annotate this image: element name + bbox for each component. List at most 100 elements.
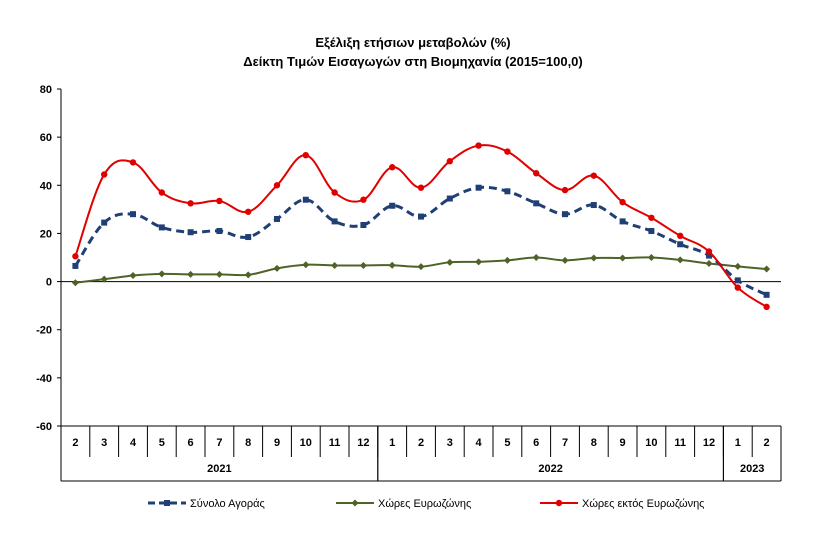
- data-point-eurozone: [417, 263, 425, 271]
- data-point-eurozone: [503, 256, 511, 264]
- series-eurozone: [71, 254, 771, 287]
- data-point-non-eurozone: [763, 303, 770, 311]
- data-point-non-eurozone: [734, 284, 741, 291]
- data-point-eurozone: [158, 270, 166, 278]
- data-point-total: [619, 218, 626, 225]
- data-point-total: [504, 188, 511, 195]
- y-tick-label: -60: [36, 421, 52, 433]
- x-tick-label: 6: [188, 437, 194, 449]
- data-point-non-eurozone: [158, 189, 165, 196]
- data-point-total: [706, 252, 712, 259]
- data-point-eurozone: [215, 270, 223, 278]
- data-point-total: [72, 262, 79, 269]
- plot-area: [71, 142, 771, 311]
- data-point-non-eurozone: [561, 186, 569, 194]
- data-point-total: [763, 291, 770, 298]
- x-tick-label: 7: [216, 437, 222, 449]
- x-tick-label: 12: [703, 437, 715, 449]
- data-point-non-eurozone: [187, 200, 194, 207]
- data-point-eurozone: [676, 256, 684, 264]
- data-point-total: [734, 277, 741, 284]
- data-point-non-eurozone: [101, 171, 108, 178]
- data-point-total: [475, 184, 482, 191]
- chart-subtitle: Δείκτη Τιμών Εισαγωγών στη Βιομηχανία (2…: [243, 54, 583, 69]
- data-point-non-eurozone: [619, 198, 626, 206]
- data-point-non-eurozone: [504, 148, 511, 155]
- legend-label-total: Σύνολο Αγοράς: [190, 498, 265, 510]
- data-point-total: [533, 200, 540, 207]
- x-tick-label: 2: [72, 437, 78, 449]
- data-point-non-eurozone: [302, 151, 309, 159]
- legend-marker-non-eurozone: [555, 499, 563, 507]
- legend-label-non-eurozone: Χώρες εκτός Ευρωζώνης: [582, 498, 705, 510]
- x-tick-label: 5: [504, 437, 510, 449]
- data-point-total: [562, 211, 568, 218]
- data-point-eurozone: [475, 258, 483, 266]
- x-tick-label: 1: [389, 437, 395, 449]
- x-tick-label: 11: [329, 437, 341, 449]
- data-point-total: [158, 224, 165, 231]
- legend-item-non-eurozone: Χώρες εκτός Ευρωζώνης: [540, 498, 705, 510]
- legend-item-eurozone: Χώρες Ευρωζώνης: [336, 498, 471, 510]
- data-point-non-eurozone: [417, 184, 425, 191]
- y-tick-label: -40: [36, 373, 52, 385]
- data-point-non-eurozone: [590, 172, 597, 179]
- data-point-total: [446, 195, 453, 202]
- x-tick-label: 7: [562, 437, 568, 449]
- legend-label-eurozone: Χώρες Ευρωζώνης: [378, 498, 471, 510]
- x-tick-label: 8: [591, 437, 597, 449]
- data-point-total: [101, 219, 108, 226]
- x-tick-label: 4: [476, 437, 483, 449]
- data-point-non-eurozone: [475, 142, 482, 149]
- data-point-non-eurozone: [129, 159, 137, 166]
- x-tick-label: 2: [418, 437, 424, 449]
- data-point-eurozone: [388, 261, 396, 269]
- data-point-total: [130, 211, 136, 218]
- data-point-total: [590, 202, 597, 209]
- x-year-label: 2022: [538, 463, 562, 475]
- x-year-label: 2021: [207, 463, 231, 475]
- data-point-non-eurozone: [389, 164, 396, 171]
- data-point-non-eurozone: [72, 253, 79, 260]
- chart-title: Εξέλιξη ετήσιων μεταβολών (%): [315, 35, 510, 50]
- x-tick-label: 1: [735, 437, 741, 449]
- y-tick-label: 0: [46, 277, 52, 289]
- data-point-eurozone: [129, 272, 137, 280]
- x-tick-label: 3: [101, 437, 107, 449]
- data-point-non-eurozone: [331, 189, 338, 196]
- x-tick-label: 10: [645, 437, 657, 449]
- data-point-eurozone: [302, 261, 310, 269]
- data-point-eurozone: [71, 279, 79, 287]
- data-point-total: [418, 213, 424, 220]
- data-point-eurozone: [446, 258, 454, 266]
- legend-marker-total: [164, 500, 170, 506]
- data-point-total: [677, 241, 684, 248]
- series-non-eurozone: [72, 142, 770, 311]
- x-tick-label: 8: [245, 437, 251, 449]
- data-point-non-eurozone: [273, 182, 281, 189]
- x-tick-label: 10: [300, 437, 312, 449]
- data-point-total: [245, 234, 252, 241]
- data-point-eurozone: [187, 270, 195, 278]
- legend: Σύνολο Αγοράς Χώρες Ευρωζώνης Χώρες εκτός …: [148, 498, 705, 510]
- series-line-non-eurozone: [74, 144, 768, 308]
- data-point-eurozone: [619, 254, 627, 262]
- data-point-total: [331, 218, 338, 225]
- data-point-total: [302, 196, 309, 203]
- data-point-eurozone: [705, 260, 713, 268]
- data-point-eurozone: [331, 261, 339, 269]
- series-total: [72, 184, 770, 298]
- x-tick-label: 6: [533, 437, 539, 449]
- data-point-eurozone: [763, 265, 771, 273]
- data-point-non-eurozone: [648, 214, 655, 221]
- data-point-eurozone: [590, 254, 598, 262]
- data-point-non-eurozone: [216, 197, 223, 205]
- data-point-total: [360, 222, 367, 229]
- data-point-non-eurozone: [360, 196, 367, 203]
- legend-item-total: Σύνολο Αγοράς: [148, 498, 265, 510]
- y-tick-label: 80: [40, 84, 52, 96]
- data-point-eurozone: [359, 261, 367, 269]
- x-tick-label: 9: [620, 437, 626, 449]
